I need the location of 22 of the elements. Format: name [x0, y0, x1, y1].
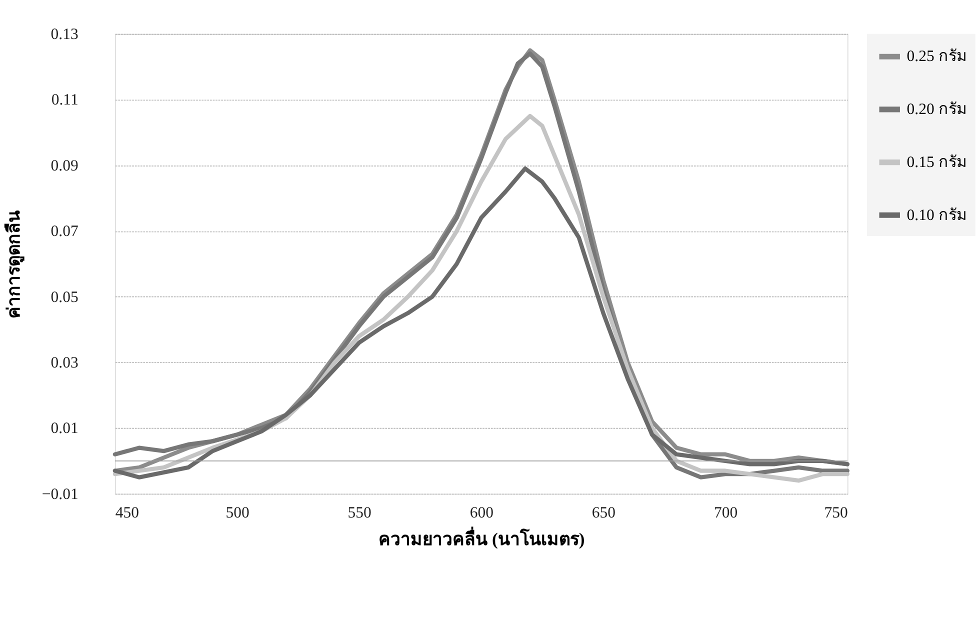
- x-tick-label: 700: [714, 504, 738, 522]
- y-axis-title: ค่าการดูดกลืน: [4, 210, 26, 318]
- y-tick-label: 0.13: [50, 26, 78, 43]
- x-tick-label: 750: [824, 504, 848, 522]
- y-tick-label: 0.03: [50, 354, 78, 372]
- x-axis-title: ความยาวคลื่น (นาโนเมตร): [378, 526, 585, 550]
- y-tick-label: 0.09: [50, 157, 78, 174]
- y-tick-label: 0.05: [50, 288, 78, 306]
- y-tick-label: 0.01: [50, 420, 78, 438]
- x-tick-label: 650: [592, 504, 616, 522]
- y-tick-label: 0.11: [51, 92, 78, 109]
- x-tick-label: 450: [115, 504, 140, 522]
- legend-label: 0.20 กรัม: [906, 101, 966, 118]
- line-series: [112, 166, 850, 480]
- y-tick-label: 0.07: [50, 223, 78, 240]
- legend-label: 0.10 กรัม: [906, 206, 966, 224]
- legend-label: 0.25 กรัม: [906, 48, 966, 66]
- legend-label: 0.15 กรัม: [906, 154, 966, 171]
- x-tick-label: 500: [226, 504, 250, 522]
- y-tick-label: −0.01: [42, 486, 78, 503]
- x-tick-label: 550: [348, 504, 372, 522]
- x-tick-label: 600: [470, 504, 494, 522]
